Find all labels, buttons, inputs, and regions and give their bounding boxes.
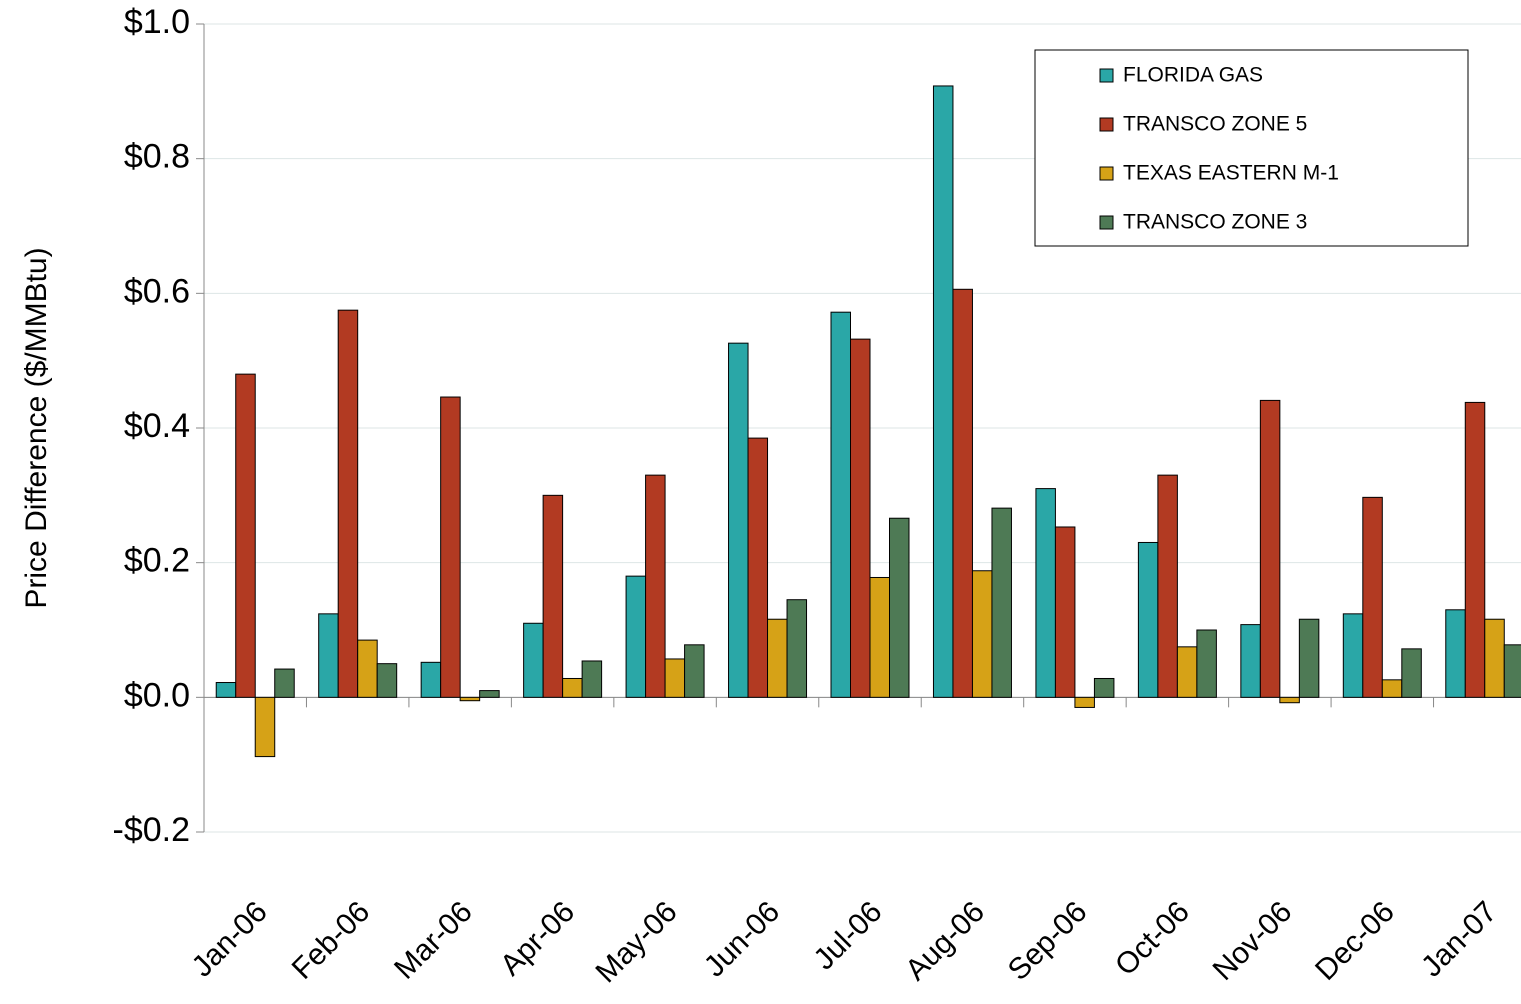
- legend-label: FLORIDA GAS: [1123, 64, 1263, 87]
- bar: [235, 373, 256, 698]
- y-tick-label: $0.6: [124, 272, 190, 310]
- bar: [932, 85, 954, 698]
- x-tick-label: Nov-06: [1207, 895, 1299, 987]
- bar: [1401, 648, 1422, 698]
- x-tick-label: Feb-06: [286, 895, 377, 986]
- bar: [1259, 399, 1281, 698]
- y-tick-label: $0.0: [124, 676, 190, 714]
- y-axis-title: Price Difference ($/MMBtu): [20, 247, 53, 608]
- bar: [479, 690, 500, 698]
- x-tick-label: Jan-07: [1415, 895, 1503, 983]
- bar: [1137, 541, 1159, 698]
- bar: [1279, 696, 1300, 704]
- bar: [1074, 696, 1095, 708]
- x-tick-label: May-06: [590, 895, 684, 989]
- bar: [991, 507, 1012, 698]
- bar: [1298, 618, 1320, 698]
- bar: [850, 338, 871, 698]
- bar: [1157, 474, 1178, 698]
- bar: [1196, 629, 1217, 698]
- bar: [1445, 609, 1466, 698]
- bar: [869, 576, 890, 698]
- legend-swatch: [1099, 215, 1114, 230]
- bar: [1503, 644, 1521, 698]
- x-tick-label: Oct-06: [1109, 895, 1196, 982]
- legend-label: TRANSCO ZONE 3: [1123, 211, 1307, 234]
- bar: [215, 682, 237, 698]
- bar: [786, 599, 808, 698]
- bar: [376, 663, 398, 698]
- bar: [1464, 401, 1486, 698]
- x-tick-label: Aug-06: [899, 895, 991, 987]
- y-tick-label: $0.2: [124, 542, 190, 580]
- bar: [1176, 646, 1198, 698]
- bar: [357, 639, 378, 698]
- legend-label: TEXAS EASTERN M-1: [1123, 162, 1339, 185]
- bar: [254, 696, 276, 758]
- bar: [684, 644, 705, 698]
- bar: [542, 494, 564, 698]
- bar: [625, 575, 647, 698]
- bar: [747, 437, 769, 698]
- bar: [1484, 618, 1505, 698]
- legend-swatch: [1099, 166, 1114, 181]
- bar: [581, 660, 603, 698]
- bar: [1240, 624, 1261, 698]
- bar: [830, 311, 851, 698]
- x-tick-label: Apr-06: [494, 895, 581, 982]
- bar: [274, 668, 295, 698]
- legend-box: [1034, 49, 1469, 247]
- bar: [523, 622, 544, 698]
- x-tick-label: Jun-06: [698, 895, 786, 983]
- bar: [767, 618, 788, 698]
- bar: [664, 658, 686, 698]
- bar: [1342, 613, 1364, 698]
- x-tick-label: Jan-06: [186, 895, 274, 983]
- bar: [1035, 488, 1056, 698]
- legend-swatch: [1099, 117, 1114, 132]
- x-tick-label: Jul-06: [807, 895, 888, 976]
- bar: [1054, 526, 1076, 698]
- x-tick-label: Dec-06: [1309, 895, 1401, 987]
- bar: [728, 342, 749, 698]
- y-tick-label: $1.0: [124, 3, 190, 41]
- bar: [562, 677, 583, 698]
- bar: [318, 613, 339, 698]
- bar: [440, 396, 461, 698]
- bar: [1362, 496, 1383, 698]
- legend-label: TRANSCO ZONE 5: [1123, 113, 1307, 136]
- y-tick-label: $0.4: [124, 407, 190, 445]
- legend-swatch: [1099, 68, 1114, 83]
- bar: [459, 696, 481, 702]
- bar: [337, 309, 359, 698]
- x-tick-label: Mar-06: [388, 895, 479, 986]
- y-tick-label: -$0.2: [113, 811, 191, 849]
- bar: [971, 570, 993, 698]
- bar: [645, 474, 666, 698]
- x-tick-label: Sep-06: [1002, 895, 1094, 987]
- bar: [952, 288, 973, 698]
- bar: [1093, 677, 1115, 698]
- bar: [1381, 679, 1403, 698]
- bar: [420, 661, 442, 698]
- bar: [889, 517, 910, 698]
- y-tick-label: $0.8: [124, 138, 190, 176]
